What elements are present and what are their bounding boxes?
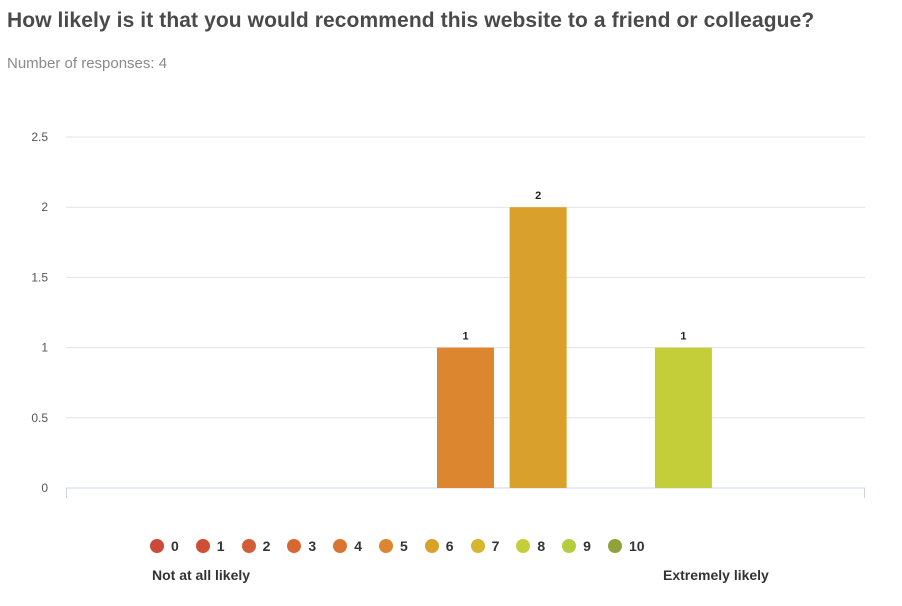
legend-label: 3 — [308, 538, 317, 554]
legend-item-1[interactable]: 1 — [195, 538, 225, 554]
legend-item-3[interactable]: 3 — [287, 538, 316, 554]
legend: 0 1 2 3 4 5 6 7 8 9 10 — [150, 538, 662, 554]
legend-dot-icon — [195, 539, 210, 553]
legend-item-9[interactable]: 9 — [562, 538, 591, 554]
legend-label: 2 — [262, 538, 271, 554]
y-tick-label: 0.5 — [31, 411, 48, 425]
legend-item-6[interactable]: 6 — [424, 538, 454, 554]
legend-item-0[interactable]: 0 — [150, 538, 179, 554]
legend-item-4[interactable]: 4 — [333, 538, 362, 554]
question-title: How likely is it that you would recommen… — [7, 9, 815, 32]
legend-dot-icon — [150, 539, 164, 553]
bar-value-label: 1 — [680, 331, 686, 343]
legend-dot-icon — [470, 539, 485, 553]
y-tick-label: 1.5 — [31, 270, 48, 284]
legend-label: 7 — [491, 538, 500, 554]
bar-chart: 0 0.5 1 1.5 2 2.5 1 2 1 — [31, 130, 865, 498]
y-tick-label: 2.5 — [31, 130, 48, 144]
bar-6 — [509, 207, 567, 488]
scale-low-label: Not at all likely — [152, 567, 251, 583]
legend-label: 1 — [216, 538, 225, 554]
legend-item-10[interactable]: 10 — [607, 538, 645, 554]
legend-dot-icon — [562, 539, 577, 553]
bar-value-label: 2 — [535, 190, 541, 202]
legend-dot-icon — [378, 539, 393, 553]
bar-5 — [437, 347, 494, 488]
legend-item-8[interactable]: 8 — [516, 538, 545, 554]
legend-label: 10 — [628, 538, 645, 554]
scale-high-label: Extremely likely — [663, 567, 769, 583]
legend-dot-icon — [424, 539, 439, 553]
legend-dot-icon — [241, 539, 256, 553]
legend-label: 9 — [583, 538, 591, 554]
y-tick-label: 2 — [41, 200, 48, 214]
legend-label: 4 — [354, 538, 362, 554]
legend-dot-icon — [287, 539, 302, 553]
legend-item-2[interactable]: 2 — [241, 538, 271, 554]
legend-label: 0 — [171, 538, 179, 554]
bar-value-label: 1 — [462, 331, 468, 343]
y-tick-label: 0 — [41, 481, 48, 495]
response-count: Number of responses: 4 — [7, 55, 168, 72]
legend-label: 8 — [537, 538, 546, 554]
legend-item-5[interactable]: 5 — [378, 538, 408, 554]
y-tick-label: 1 — [41, 341, 48, 355]
legend-label: 5 — [399, 538, 408, 554]
bar-8 — [654, 347, 712, 488]
legend-dot-icon — [516, 539, 531, 553]
legend-dot-icon — [333, 539, 348, 553]
legend-dot-icon — [607, 539, 622, 553]
legend-item-7[interactable]: 7 — [470, 538, 500, 554]
legend-label: 6 — [445, 538, 454, 554]
